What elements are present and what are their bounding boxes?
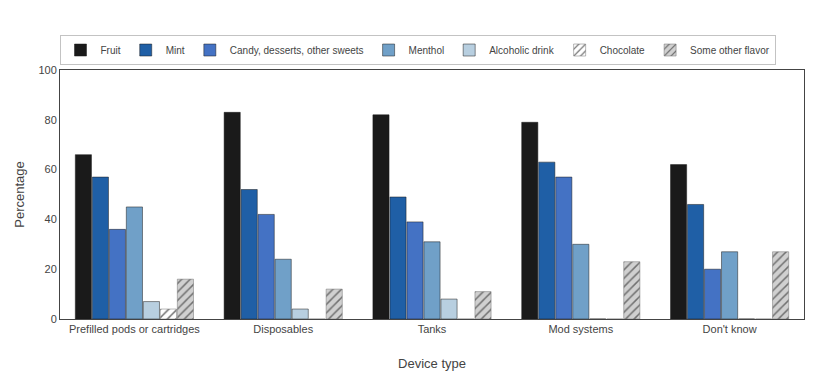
- svg-text:Mint: Mint: [166, 45, 185, 56]
- svg-text:Menthol: Menthol: [409, 45, 445, 56]
- svg-text:Prefilled pods or cartridges: Prefilled pods or cartridges: [69, 323, 200, 335]
- svg-text:Candy, desserts, other sweets: Candy, desserts, other sweets: [230, 45, 364, 56]
- svg-text:Disposables: Disposables: [253, 323, 313, 335]
- svg-text:Percentage: Percentage: [12, 161, 27, 228]
- svg-text:Some other flavor: Some other flavor: [690, 45, 770, 56]
- svg-text:40: 40: [45, 213, 57, 225]
- svg-text:Don't know: Don't know: [703, 323, 757, 335]
- svg-text:20: 20: [45, 263, 57, 275]
- svg-text:60: 60: [45, 163, 57, 175]
- svg-text:Tanks: Tanks: [418, 323, 447, 335]
- svg-text:Mod systems: Mod systems: [548, 323, 613, 335]
- svg-text:100: 100: [38, 64, 56, 76]
- svg-text:0: 0: [51, 313, 57, 325]
- svg-text:Alcoholic drink: Alcoholic drink: [489, 45, 554, 56]
- svg-text:80: 80: [45, 114, 57, 126]
- svg-text:Fruit: Fruit: [101, 45, 121, 56]
- svg-text:Device type: Device type: [398, 356, 466, 371]
- svg-text:Chocolate: Chocolate: [600, 45, 645, 56]
